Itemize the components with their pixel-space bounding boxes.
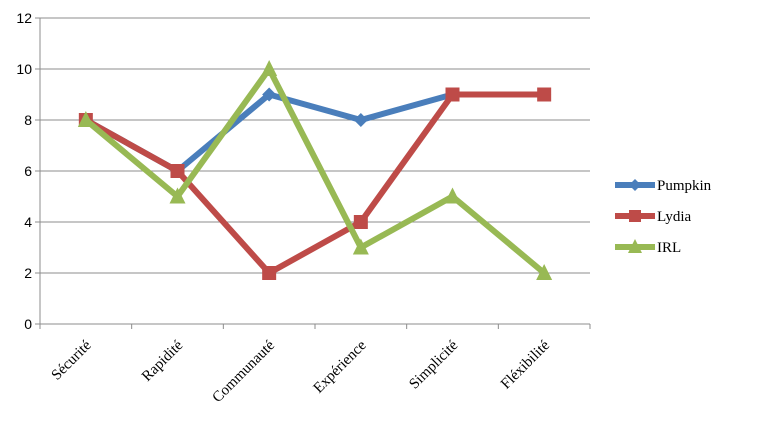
y-tick-label: 4 <box>24 214 32 230</box>
data-point-irl <box>536 264 553 280</box>
x-tick-label: Simplicité <box>406 337 461 392</box>
y-tick-label: 12 <box>16 10 32 26</box>
series-lines <box>77 60 553 280</box>
data-point-lydia <box>537 87 552 102</box>
legend-label-lydia: Lydia <box>657 209 692 225</box>
x-tick-label: Sécurité <box>49 337 95 383</box>
legend-marker-lydia <box>629 210 641 222</box>
data-point-lydia <box>262 266 277 280</box>
x-tick-label: Communauté <box>210 337 279 406</box>
data-point-lydia <box>353 215 368 229</box>
data-point-irl <box>77 111 94 127</box>
y-tick-label: 6 <box>24 163 32 179</box>
series-line-irl <box>82 66 548 276</box>
legend-marker-pumpkin <box>629 179 641 191</box>
x-axis-tick-labels: Sécurité Rapidité Communauté Expérience Simp… <box>49 337 554 406</box>
gridlines <box>40 17 590 274</box>
data-point-lydia <box>445 87 460 102</box>
legend-marker-irl <box>628 239 642 253</box>
data-point-pumpkin <box>262 87 277 102</box>
y-tick-label: 8 <box>24 112 32 128</box>
legend-label-irl: IRL <box>657 240 681 256</box>
series-line-lydia <box>82 91 548 276</box>
legend-label-pumpkin: Pumpkin <box>657 178 712 194</box>
data-point-lydia <box>170 164 185 178</box>
x-tick-label: Rapidité <box>139 337 186 384</box>
y-tick-label: 10 <box>16 61 32 77</box>
data-point-pumpkin <box>353 113 368 127</box>
axes <box>35 17 591 329</box>
x-tick-label: Expérience <box>311 337 370 396</box>
data-point-irl <box>261 60 278 76</box>
data-point-irl <box>444 187 461 204</box>
y-tick-label: 2 <box>24 265 32 281</box>
y-axis-tick-labels: 0 2 4 6 8 10 12 <box>16 10 32 332</box>
y-tick-label: 0 <box>24 316 32 332</box>
data-point-irl <box>352 238 369 255</box>
legend: Pumpkin Lydia IRL <box>615 178 712 256</box>
data-point-irl <box>169 187 186 204</box>
x-tick-label: Fléxibilité <box>498 337 553 392</box>
